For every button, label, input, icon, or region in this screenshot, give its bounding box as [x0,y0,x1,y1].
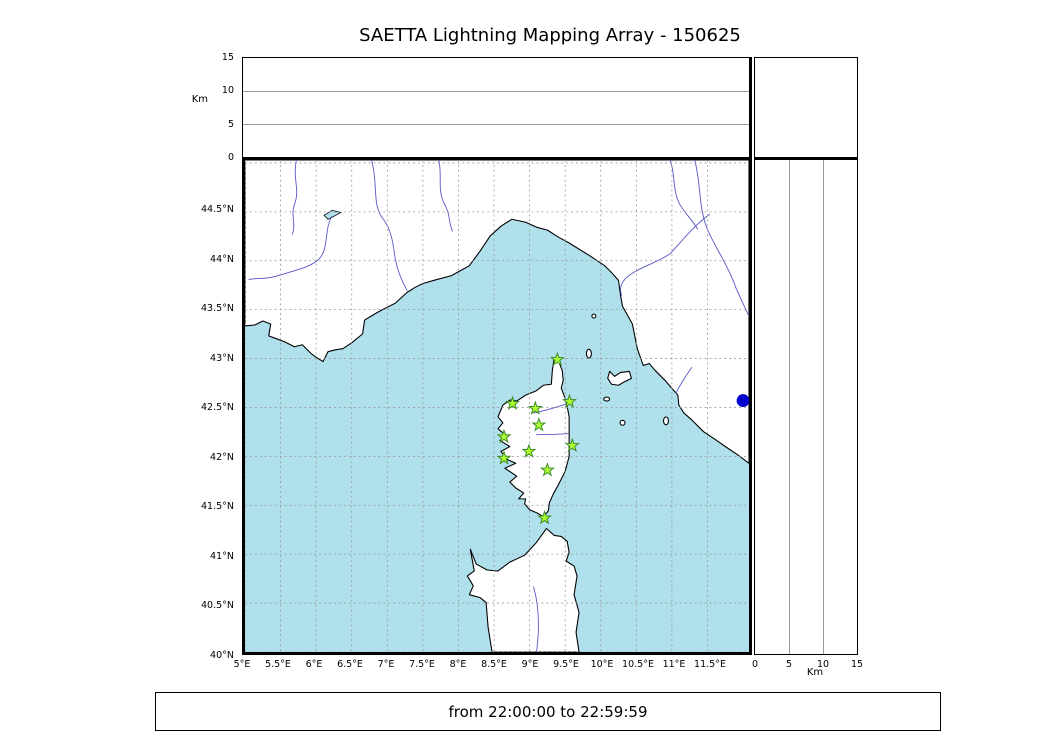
lon-tick-label: 5°E [233,659,251,670]
montecristo-island [619,419,626,426]
gorgona-island [591,313,597,319]
lon-tick-label: 11°E [662,659,686,670]
altitude-gridline [243,90,749,92]
altitude-gridline [788,160,790,654]
corsica-coast [497,357,570,518]
lat-tick-label: 41°N [210,550,234,562]
lon-tick-label: 11.5°E [694,659,726,670]
page-title: SAETTA Lightning Mapping Array - 150625 [359,25,741,46]
lma-station-marker [537,510,553,525]
lat-tick-label: 42.5°N [200,402,234,414]
elba-island [607,370,632,386]
alpine-lake [323,209,342,220]
lon-tick-label: 7.5°E [409,659,435,670]
altitude-axis-unit-right: Km [806,667,824,678]
alt-tick-label-top: 0 [227,152,234,163]
map-panel [242,157,752,655]
altitude-vs-longitude-panel [242,57,752,157]
altitude-histogram-panel [754,57,858,160]
lon-tick-label: 10.5°E [622,659,654,670]
mainland-france-italy-coast [245,160,749,464]
lma-station-marker [496,450,512,465]
lat-tick-label: 43.5°N [200,303,234,315]
alt-tick-label-top: 15 [221,52,234,63]
alt-tick-label-right: 5 [785,659,793,670]
lat-tick-label: 40°N [210,649,234,661]
time-range-text: from 22:00:00 to 22:59:59 [448,702,648,721]
lma-station-marker [496,428,512,444]
lon-tick-label: 8.5°E [481,659,507,670]
lat-tick-label: 44.5°N [200,204,234,216]
lon-tick-label: 5.5°E [265,659,291,670]
lma-station-marker [527,400,543,415]
lat-tick-label: 44°N [210,253,234,265]
map-canvas [245,160,749,652]
lat-tick-label: 40.5°N [200,600,234,612]
lma-station-marker [564,437,580,453]
station-markers [496,351,749,525]
altitude-gridline [243,123,749,125]
lon-tick-label: 8°E [449,659,467,670]
lat-tick-label: 41.5°N [200,501,234,513]
blue-event-marker [736,394,749,408]
sardinia-coast [466,527,580,652]
alt-tick-label-right: 0 [751,659,759,670]
lon-tick-label: 10°E [590,659,614,670]
altitude-gridline [822,160,824,654]
lma-station-marker [561,393,577,408]
lon-tick-label: 7°E [377,659,395,670]
map-graticule [245,160,749,652]
capraia-island [585,348,592,359]
lma-station-marker [504,395,521,410]
landmasses [245,160,749,652]
alt-tick-label-top: 10 [221,85,234,97]
giglio-island [662,416,670,426]
lat-tick-label: 42°N [210,451,234,463]
rivers [248,160,749,652]
lat-tick-label: 43°N [210,352,234,364]
time-range-box: from 22:00:00 to 22:59:59 [155,692,941,731]
lma-station-marker [549,351,565,366]
altitude-vs-latitude-panel [754,160,858,655]
lon-tick-label: 6°E [305,659,323,670]
lon-tick-label: 9°E [521,659,539,670]
pianosa-island [603,396,611,402]
lma-station-marker [531,417,547,432]
lon-tick-label: 9.5°E [553,659,579,670]
alt-tick-label-right: 10 [816,659,830,670]
lon-tick-label: 6.5°E [337,659,363,670]
lma-station-marker [539,462,555,477]
lma-station-marker [521,443,537,458]
alt-tick-label-top: 5 [227,118,234,130]
alt-tick-label-right: 15 [850,659,864,670]
altitude-axis-unit-top: Km [191,94,208,105]
